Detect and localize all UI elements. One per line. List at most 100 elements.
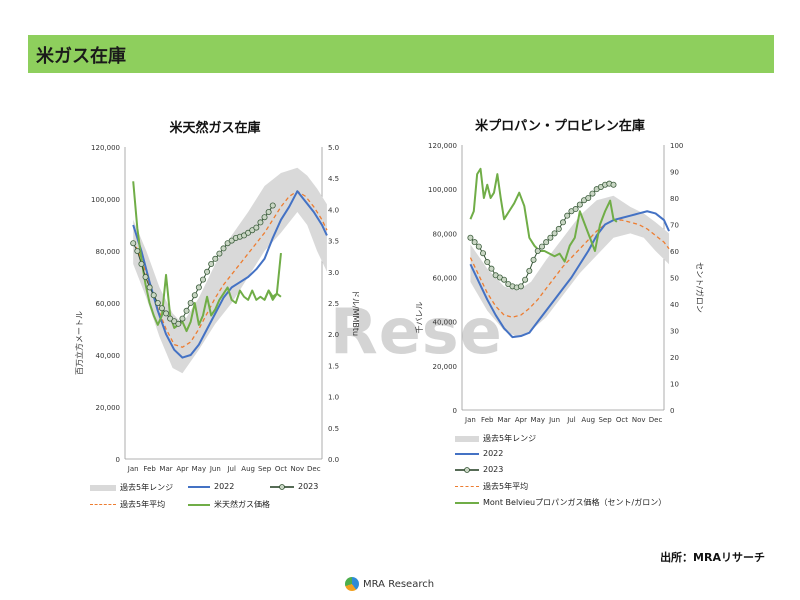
- footer-logo: MRA Research: [345, 577, 434, 591]
- chart-legend: 過去5年レンジ 2022 2023 過去5年平均 Mont Belvieuプロパ…: [455, 433, 710, 513]
- legend-item-2023: 2023: [270, 482, 318, 491]
- series-2023-point: [269, 202, 276, 209]
- y2-tick-label: 2.0: [328, 331, 339, 339]
- series-2023-point: [265, 209, 272, 216]
- five-year-average-line: [469, 219, 670, 318]
- series-2023-point: [530, 256, 537, 263]
- y-tick-label: 20,000: [96, 404, 121, 412]
- x-tick-label: Dec: [649, 416, 663, 424]
- legend-swatch-price: [455, 501, 479, 504]
- y2-tick-label: 70: [670, 222, 679, 230]
- y2-tick-label: 1.5: [328, 362, 339, 370]
- series-2023-point: [183, 307, 190, 314]
- source-note: 出所：MRAリサーチ: [660, 551, 765, 564]
- legend-item-range: 過去5年レンジ: [455, 433, 536, 444]
- series-2023-point: [224, 240, 231, 247]
- y2-tick-label: 3.0: [328, 269, 339, 277]
- series-2023-point: [572, 206, 579, 213]
- y-tick-label: 80,000: [433, 230, 458, 238]
- footer-logo-text: MRA Research: [363, 578, 435, 590]
- legend-item-2022: 2022: [188, 482, 234, 491]
- legend-swatch-2022: [188, 485, 210, 488]
- series-2023-point: [216, 250, 223, 257]
- series-2023-point: [175, 320, 182, 327]
- mra-logo-icon: [345, 577, 359, 591]
- x-tick-label: Sep: [258, 465, 272, 473]
- series-2023-point: [163, 310, 170, 317]
- x-tick-label: Jun: [548, 416, 560, 424]
- series-2023-point: [130, 240, 137, 247]
- series-2023-point: [547, 234, 554, 241]
- legend-item-price: 米天然ガス価格: [188, 499, 270, 510]
- legend-item-range: 過去5年レンジ: [90, 482, 173, 493]
- series-2023-point: [171, 318, 178, 325]
- series-2023-point: [187, 299, 194, 306]
- series-2023-point: [471, 239, 478, 246]
- x-tick-label: Apr: [176, 465, 188, 473]
- x-tick-label: Jul: [226, 465, 236, 473]
- y-tick-label: 60,000: [433, 275, 458, 283]
- legend-label: 過去5年平均: [120, 500, 166, 509]
- legend-label: 過去5年レンジ: [120, 483, 174, 492]
- y2-tick-label: 20: [670, 354, 679, 362]
- x-tick-label: Aug: [581, 416, 595, 424]
- x-tick-label: Nov: [632, 416, 646, 424]
- series-2023-point: [488, 265, 495, 272]
- series-2023-point: [199, 276, 206, 283]
- series-2023-point: [179, 315, 186, 322]
- series-2023-point: [534, 248, 541, 255]
- propane-chart-svg: 120,000 100,000 80,000 60,000 40,000 20,000 0 1…: [414, 142, 705, 424]
- legend-label: 過去5年レンジ: [483, 434, 537, 443]
- y2-tick-label: 5.0: [328, 144, 339, 152]
- y2-axis-title: セント/ガロン: [695, 262, 705, 313]
- y2-tick-label: 60: [670, 248, 679, 256]
- y-tick-label: 120,000: [91, 144, 120, 152]
- y-tick-label: 80,000: [96, 248, 121, 256]
- legend-item-price: Mont Belvieuプロパンガス価格（セント/ガロン）: [455, 497, 666, 508]
- series-2023-point: [220, 245, 227, 252]
- x-tick-label: Oct: [275, 465, 287, 473]
- y2-tick-label: 1.0: [328, 394, 339, 402]
- series-2023-point: [585, 195, 592, 202]
- x-tick-label: Mar: [159, 465, 172, 473]
- y2-tick-label: 4.5: [328, 175, 339, 183]
- series-2023-point: [146, 284, 153, 291]
- legend-swatch-2022: [455, 452, 479, 455]
- series-2023-point: [154, 299, 161, 306]
- y-tick-label: 100,000: [91, 196, 120, 204]
- series-2023-point: [517, 283, 524, 290]
- series-2023-point: [538, 243, 545, 250]
- x-tick-label: Feb: [481, 416, 494, 424]
- series-2023-point: [212, 255, 219, 262]
- legend-swatch-avg: [455, 486, 479, 487]
- y2-tick-label: 30: [670, 328, 679, 336]
- y2-tick-label: 0: [670, 407, 674, 415]
- series-2023-point: [526, 267, 533, 274]
- x-tick-label: Apr: [515, 416, 527, 424]
- x-tick-label: Oct: [616, 416, 628, 424]
- page-title: 米ガス在庫: [36, 46, 126, 67]
- series-2023-point: [501, 276, 508, 283]
- y2-tick-label: 0.0: [328, 456, 339, 464]
- y-tick-label: 40,000: [433, 319, 458, 327]
- series-2023-point: [142, 273, 149, 280]
- series-2023-point: [480, 250, 487, 257]
- series-2023-point: [559, 219, 566, 226]
- x-tick-label: Jan: [464, 416, 476, 424]
- series-2023-point: [241, 232, 248, 239]
- legend-label: 過去5年平均: [483, 482, 529, 491]
- series-2023-point: [576, 201, 583, 208]
- y-tick-label: 100,000: [428, 186, 457, 194]
- series-2023-point: [484, 259, 491, 266]
- chart-title: 米天然ガス在庫: [169, 121, 261, 136]
- series-2023-point: [245, 229, 252, 236]
- y2-tick-label: 50: [670, 275, 679, 283]
- x-tick-label: Jul: [566, 416, 576, 424]
- watermark-text: Rese: [330, 295, 503, 368]
- x-tick-label: Feb: [143, 465, 156, 473]
- series-2023-point: [138, 261, 145, 268]
- legend-item-avg: 過去5年平均: [455, 481, 528, 492]
- legend-swatch-range: [90, 484, 116, 491]
- legend-swatch-2023: [270, 483, 294, 490]
- y-axis-title: 百万立方メートル: [74, 311, 84, 375]
